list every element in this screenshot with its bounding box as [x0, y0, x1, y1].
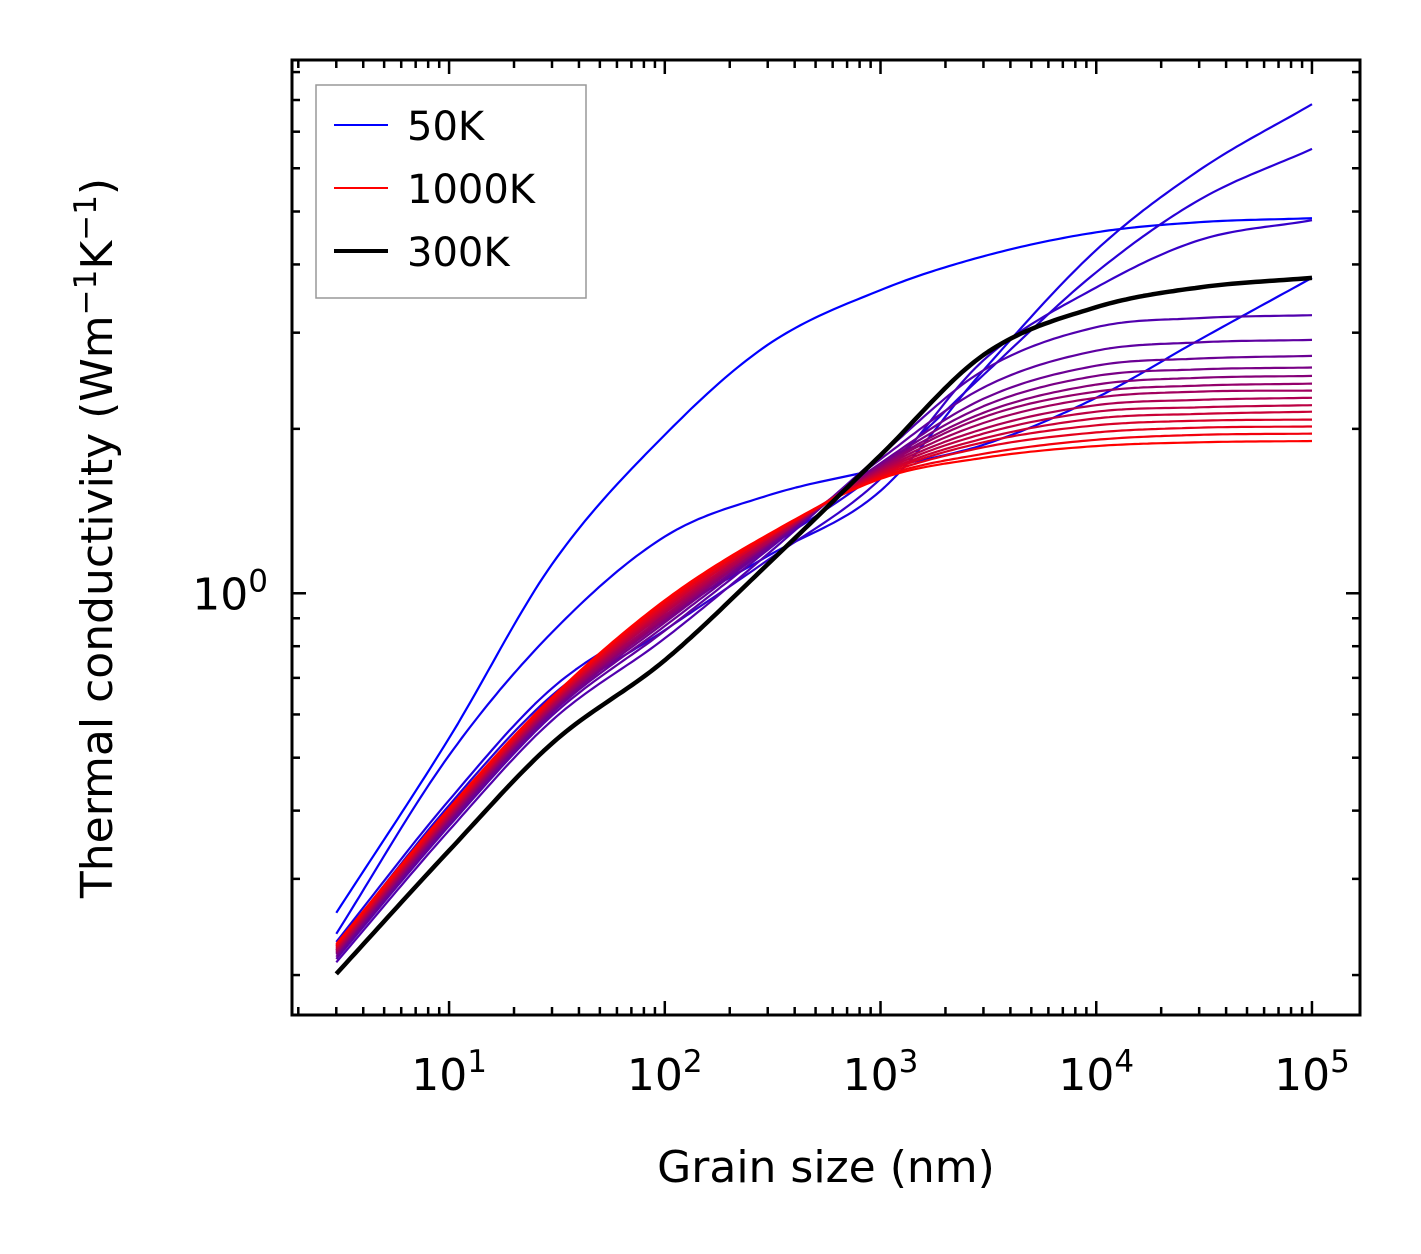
series-line-1000k — [335, 439, 1313, 945]
legend-label-50k: 50K — [407, 104, 486, 150]
y-tick-labels: 100 — [192, 563, 268, 620]
series-lines — [334, 103, 1313, 976]
tick-base: 10 — [843, 1050, 899, 1101]
x-tick-labels: 101 102 103 104 105 — [411, 1044, 1350, 1101]
y-axis-label-sup1: −1 — [68, 270, 104, 316]
tick-exponent: 4 — [1114, 1044, 1134, 1080]
tick-base: 10 — [1274, 1050, 1330, 1101]
legend-label-300k: 300K — [407, 230, 511, 276]
tick-exponent: 3 — [899, 1044, 919, 1080]
legend-box — [315, 84, 587, 299]
tick-exponent: 0 — [248, 563, 268, 599]
tick-base: 10 — [192, 569, 248, 620]
x-tick-label: 102 — [627, 1044, 703, 1101]
x-tick-label: 104 — [1058, 1044, 1134, 1101]
x-tick-label: 105 — [1274, 1044, 1350, 1101]
plot-frame — [290, 58, 1362, 1017]
tick-exponent: 2 — [683, 1044, 703, 1080]
legend-label-1000k: 1000K — [407, 167, 537, 213]
y-axis-label-mid: K — [72, 240, 123, 270]
x-tick-label: 103 — [843, 1044, 919, 1101]
series-line-150k — [335, 103, 1313, 943]
y-axis-label-main: Thermal conductivity (Wm — [72, 315, 123, 899]
series-line-100k — [335, 276, 1313, 935]
x-tick-label: 101 — [411, 1044, 487, 1101]
x-axis-label: Grain size (nm) — [657, 1142, 995, 1193]
tick-base: 10 — [627, 1050, 683, 1101]
series-line-50k — [335, 217, 1313, 914]
tick-exponent: 5 — [1330, 1044, 1350, 1080]
y-axis-label: Thermal conductivity (Wm−1K−1) — [68, 178, 123, 899]
legend: 50K 1000K 300K — [315, 84, 587, 299]
tick-base: 10 — [411, 1050, 467, 1101]
tick-base: 10 — [1058, 1050, 1114, 1101]
series-line-300k — [334, 275, 1313, 976]
y-axis-label-end: ) — [72, 178, 123, 195]
y-tick-label: 100 — [192, 563, 268, 620]
tick-exponent: 1 — [467, 1044, 487, 1080]
y-axis-label-sup2: −1 — [68, 195, 104, 241]
